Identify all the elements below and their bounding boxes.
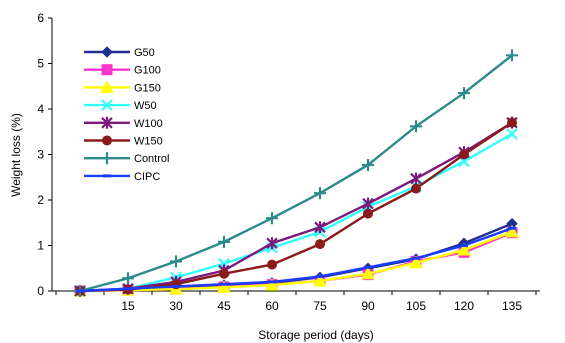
x-tick-label: 120 [454, 299, 474, 313]
data-point [457, 243, 471, 256]
data-point [506, 128, 518, 140]
data-point [266, 212, 278, 225]
legend-label: W50 [134, 100, 157, 112]
series-line [79, 121, 513, 293]
legend-item-g100: G100 [84, 64, 161, 77]
y-tick-label: 5 [37, 57, 44, 71]
legend-label: G150 [134, 82, 161, 94]
series-cipc [76, 226, 516, 293]
x-tick-label: 90 [361, 299, 375, 313]
data-point [170, 255, 182, 268]
data-point [362, 197, 374, 210]
data-point [410, 172, 422, 185]
legend-label: W100 [134, 118, 163, 130]
x-tick-label: 60 [265, 299, 279, 313]
data-point [363, 208, 373, 219]
legend-marker [101, 152, 113, 165]
x-tick-label: 30 [169, 299, 183, 313]
y-tick-label: 1 [37, 239, 44, 253]
data-point [361, 266, 375, 280]
series-line [79, 230, 513, 293]
x-axis-label: Storage period (days) [258, 328, 373, 342]
legend-item-w100: W100 [84, 116, 163, 130]
data-point [409, 255, 423, 269]
x-tick-label: 135 [502, 299, 522, 313]
x-tick-label: 45 [217, 299, 231, 313]
data-point [362, 158, 374, 171]
data-point [266, 237, 278, 250]
legend-marker [100, 80, 114, 93]
legend-label: CIPC [134, 171, 160, 183]
legend-marker [101, 46, 113, 58]
series-line [79, 132, 513, 293]
series-line [79, 54, 513, 293]
legend-label: W150 [134, 136, 163, 148]
x-tick-label: 15 [121, 299, 135, 313]
data-point [219, 268, 229, 279]
data-point [265, 278, 279, 291]
series-line [79, 227, 513, 293]
data-point [218, 235, 230, 248]
y-tick-label: 3 [37, 148, 44, 162]
data-point [411, 183, 421, 194]
data-point [459, 149, 469, 160]
series-layer [73, 49, 519, 297]
legend-marker [101, 99, 113, 111]
y-tick-label: 0 [37, 284, 44, 298]
legend-item-w150: W150 [84, 135, 163, 148]
series-line [79, 222, 513, 293]
data-point [267, 259, 277, 270]
data-point [217, 280, 231, 293]
data-point [315, 239, 325, 250]
data-point [505, 224, 519, 238]
series-w100 [74, 116, 518, 297]
data-point [314, 187, 326, 200]
legend-item-g50: G50 [84, 46, 155, 59]
series-control [74, 49, 518, 297]
legend-label: G50 [134, 47, 155, 59]
legend-item-w50: W50 [84, 99, 157, 112]
legend: G50 G100 G150 W50 W100 W150 Control CIPC [84, 46, 169, 183]
data-point [122, 272, 134, 285]
data-point [313, 273, 327, 287]
y-tick-label: 4 [37, 102, 44, 116]
data-point [507, 117, 517, 128]
x-tick-label: 75 [313, 299, 327, 313]
data-point [506, 49, 518, 62]
legend-item-cipc: CIPC [84, 171, 160, 183]
data-point [314, 221, 326, 234]
legend-item-control: Control [84, 152, 169, 165]
data-point [458, 87, 470, 100]
legend-marker [101, 116, 113, 129]
legend-item-g150: G150 [84, 80, 161, 94]
y-tick-label: 2 [37, 193, 44, 207]
legend-label: Control [134, 153, 169, 165]
legend-label: G100 [134, 65, 161, 77]
y-axis-label: Weight loss (%) [9, 113, 23, 197]
y-tick-label: 6 [37, 11, 44, 25]
legend-marker [101, 64, 113, 76]
data-point [410, 120, 422, 133]
legend-marker [102, 135, 112, 146]
x-tick-label: 105 [406, 299, 426, 313]
